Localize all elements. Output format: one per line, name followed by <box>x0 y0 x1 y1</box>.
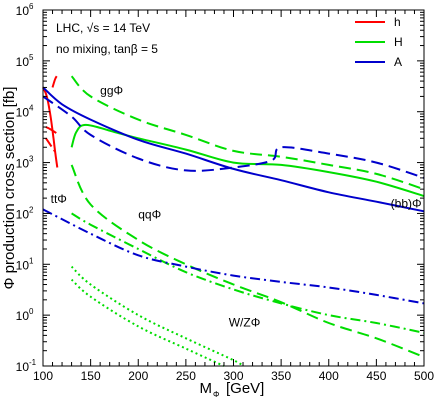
y-tick-exp--1: -1 <box>29 358 37 367</box>
y-tick-label-1: 10 <box>16 258 30 272</box>
legend-H-label: H <box>394 35 403 49</box>
series-H-qq-line <box>70 164 425 358</box>
annotation-tt: ttΦ <box>51 192 67 206</box>
legend: h H A <box>355 15 403 69</box>
annotation-wz: W/ZΦ <box>229 315 261 329</box>
x-tick-label-450: 450 <box>366 369 386 383</box>
annotation-bb: (bb)Φ <box>391 197 422 211</box>
x-tick-label-150: 150 <box>81 369 101 383</box>
x-tick-label-500: 500 <box>414 369 434 383</box>
y-tick-label-6: 10 <box>16 4 30 18</box>
y-tick-label-0: 10 <box>16 309 30 323</box>
y-tick-exp-4: 4 <box>29 104 34 113</box>
x-axis-title-subscript: Φ <box>213 390 219 399</box>
legend-A-label: A <box>394 55 402 69</box>
header-line-2: no mixing, tanβ = 5 <box>56 42 158 56</box>
y-tick-label-3: 10 <box>16 157 30 171</box>
y-tick-label-4: 10 <box>16 106 30 120</box>
series-H-wz-line <box>70 278 225 367</box>
series-H-tt-line <box>71 212 425 334</box>
y-tick-label--1: 10 <box>16 360 30 374</box>
annotation-gg: ggΦ <box>100 83 123 97</box>
y-tick-exp-2: 2 <box>29 205 34 214</box>
x-tick-label-200: 200 <box>128 369 148 383</box>
plot-area <box>43 10 424 366</box>
plot-frame <box>42 9 425 367</box>
y-tick-exp-6: 6 <box>29 2 34 11</box>
annotation-layer: ggΦ ttΦ qqΦ (bb)Φ W/ZΦ <box>51 83 422 329</box>
series-layer <box>42 73 425 367</box>
x-axis-title: M <box>200 380 213 397</box>
series-A-tt-line <box>42 208 425 305</box>
annotation-qq: qqΦ <box>138 207 161 221</box>
series-h-gg-line <box>51 73 60 88</box>
y-tick-exp-5: 5 <box>29 53 34 62</box>
series-H-bb-line <box>70 123 425 197</box>
x-tick-label-300: 300 <box>223 369 243 383</box>
x-axis-title-unit: [GeV] <box>226 380 264 397</box>
y-tick-exp-0: 0 <box>29 307 34 316</box>
legend-h-label: h <box>394 15 401 29</box>
header-line-1: LHC, √s = 14 TeV <box>56 21 150 35</box>
y-tick-label-2: 10 <box>16 207 30 221</box>
series-h-tt-line <box>45 137 58 155</box>
y-tick-label-5: 10 <box>16 55 30 69</box>
x-tick-label-100: 100 <box>33 369 53 383</box>
x-tick-label-350: 350 <box>271 369 291 383</box>
series-h-bb-line <box>42 86 59 168</box>
x-tick-label-250: 250 <box>176 369 196 383</box>
y-axis-title: Φ production cross section [fb] <box>1 87 18 290</box>
series-A-gg-line <box>42 95 425 179</box>
series-A-bb-line <box>42 86 425 213</box>
y-tick-exp-1: 1 <box>29 256 34 265</box>
series-H-wz-line <box>70 265 244 367</box>
x-tick-label-400: 400 <box>319 369 339 383</box>
series-H-gg-line <box>70 75 425 191</box>
y-tick-exp-3: 3 <box>29 155 34 164</box>
